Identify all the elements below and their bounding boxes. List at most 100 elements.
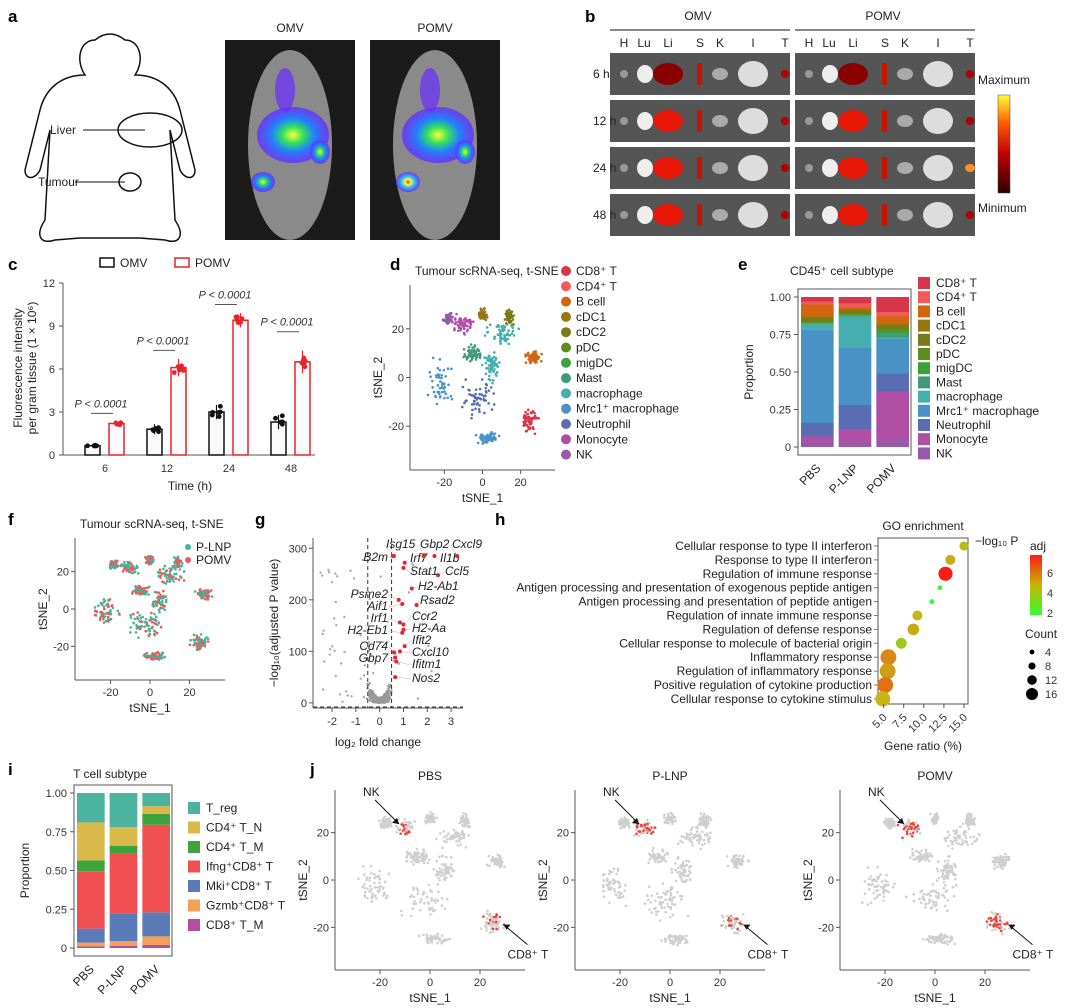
tsne-point — [469, 393, 473, 397]
tsne-point — [497, 927, 500, 931]
tsne-point — [441, 318, 445, 322]
tsne-point — [503, 318, 507, 321]
tsne-point — [947, 855, 950, 858]
size-legend-dot-8 — [1028, 662, 1036, 670]
tsne-point — [943, 941, 947, 945]
tsne-point — [932, 903, 935, 906]
legend-label-11: Monocyte — [936, 432, 988, 446]
tsne-point — [946, 939, 949, 943]
bar-segment-P-LNP-Neutrophil — [838, 405, 872, 429]
tsne-point — [673, 815, 677, 819]
tsne-point — [427, 815, 431, 818]
go-dot-11 — [875, 691, 891, 707]
gene-point — [349, 569, 352, 573]
tsne-point — [707, 837, 710, 841]
tsne-point — [491, 381, 494, 385]
tsne-point — [940, 934, 944, 937]
y-axis-label: Fluorescence intensity — [11, 308, 25, 427]
tsne-point — [436, 384, 440, 387]
tsne-point — [436, 872, 439, 876]
gene-label-Cxcl10: Cxcl10 — [412, 645, 449, 659]
tsne-point — [943, 904, 947, 908]
tsne-point — [923, 853, 926, 857]
tsne-point — [524, 410, 527, 414]
organ-kidney — [712, 68, 728, 80]
tsne-point — [422, 861, 426, 865]
tsne-point — [478, 404, 481, 407]
tsne-point — [165, 576, 169, 580]
tsne-point — [919, 901, 923, 905]
tsne-point — [102, 621, 106, 624]
tsne-point — [474, 388, 478, 391]
tsne-point — [934, 903, 938, 907]
tsne-point — [648, 908, 651, 911]
chart-title: GO enrichment — [882, 519, 964, 533]
y-axis-label: tSNE_2 — [296, 859, 310, 901]
tsne-point — [961, 839, 964, 842]
tsne-point — [361, 885, 364, 888]
tsne-point — [866, 903, 870, 907]
legend-label-3: cDC1 — [576, 310, 606, 324]
data-point — [238, 319, 243, 325]
legend-swatch-OMV — [99, 257, 115, 268]
tsne-point — [466, 349, 470, 353]
tsne-point — [153, 590, 157, 594]
tsne-point — [487, 854, 491, 858]
bar-segment-POMV-Ifng⁺CD8⁺ T — [142, 824, 170, 913]
tsne-point — [1003, 927, 1006, 931]
tsne-point — [430, 899, 433, 902]
organ-tumour — [966, 70, 974, 78]
tsne-point — [995, 923, 998, 927]
organ-lung — [637, 206, 653, 224]
tsne-point — [102, 617, 105, 621]
tsne-point — [381, 819, 384, 823]
tsne-point — [452, 828, 456, 832]
tsne-point — [907, 820, 911, 824]
legend-label-1: CD4⁺ T — [936, 290, 977, 304]
tsne-point — [667, 936, 671, 940]
tsne-point — [929, 907, 933, 910]
tsne-point — [914, 850, 918, 853]
p-value-colorbar — [1030, 555, 1042, 615]
tsne-point — [494, 358, 497, 361]
tsne-point — [473, 402, 476, 406]
tsne-point — [412, 888, 415, 891]
legend-marker-0 — [185, 544, 191, 550]
tsne-point — [446, 938, 450, 941]
legend-marker-1 — [561, 281, 571, 292]
tsne-point — [637, 834, 640, 838]
gene-point — [412, 563, 415, 567]
time-label-2: 24 h — [593, 161, 616, 175]
data-point — [300, 358, 306, 364]
cd8-label: CD8⁺ T — [748, 948, 789, 962]
tsne-point — [442, 863, 445, 867]
tsne-point — [412, 857, 416, 861]
tsne-point — [463, 401, 466, 405]
tsne-point — [533, 414, 537, 418]
organ-heart — [620, 70, 628, 78]
tsne-point — [112, 561, 116, 564]
tsne-point — [128, 560, 131, 564]
tsne-point — [924, 850, 928, 854]
tsne-point — [937, 892, 940, 895]
tsne-point — [741, 859, 745, 863]
tsne-point — [151, 653, 154, 656]
tsne-point — [731, 860, 734, 863]
y-tick-label: 0.25 — [46, 904, 67, 916]
tsne-point — [655, 913, 658, 916]
gene-point — [374, 694, 377, 697]
tsne-point — [883, 888, 886, 891]
organ-liver — [653, 204, 683, 226]
colorbar-max-label: Maximum — [978, 73, 1030, 87]
tsne-point — [919, 890, 922, 894]
tsne-point — [486, 917, 489, 920]
go-term-label: Cellular response to molecule of bacteri… — [619, 636, 872, 650]
tsne-point — [961, 822, 965, 825]
bar-segment-POMV-Mast — [876, 333, 909, 338]
tsne-point — [196, 648, 200, 651]
data-point — [114, 421, 120, 427]
y-tick-label: 0 — [828, 875, 834, 887]
tsne-point — [709, 818, 713, 822]
gene-point — [346, 694, 349, 697]
tsne-point — [461, 405, 464, 409]
